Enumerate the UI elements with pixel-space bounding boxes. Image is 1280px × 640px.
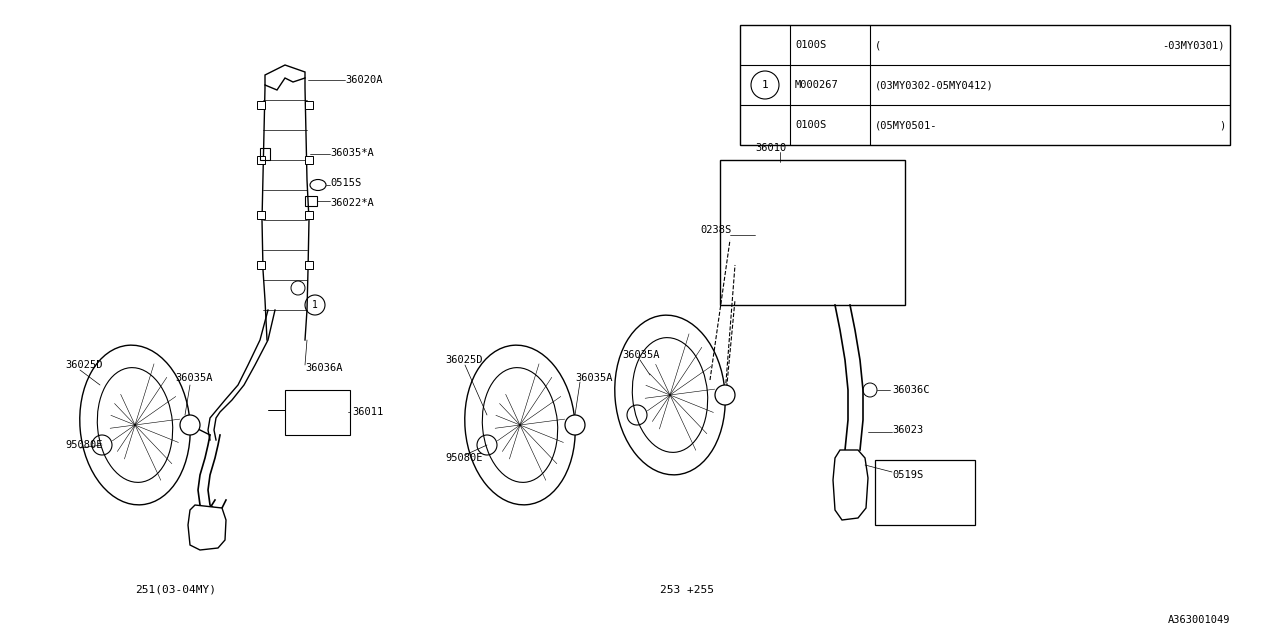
Bar — [305, 211, 314, 219]
Text: 36025D: 36025D — [445, 355, 483, 365]
Circle shape — [716, 385, 735, 405]
Text: 0100S: 0100S — [795, 120, 827, 130]
Polygon shape — [188, 505, 227, 550]
Bar — [260, 148, 270, 160]
Polygon shape — [833, 450, 868, 520]
Bar — [305, 101, 314, 109]
Text: 95080E: 95080E — [445, 453, 483, 463]
Text: 36025D: 36025D — [65, 360, 102, 370]
Circle shape — [564, 415, 585, 435]
Text: ): ) — [1219, 120, 1225, 130]
Bar — [257, 101, 265, 109]
Text: 36023: 36023 — [892, 425, 923, 435]
Text: (03MY0302-05MY0412): (03MY0302-05MY0412) — [876, 80, 993, 90]
Text: 36010: 36010 — [755, 143, 786, 153]
Text: 36022*A: 36022*A — [330, 198, 374, 208]
Text: 1: 1 — [312, 300, 317, 310]
Text: 36036C: 36036C — [892, 385, 929, 395]
Text: 251(03-04MY): 251(03-04MY) — [134, 585, 216, 595]
Text: 36035*A: 36035*A — [330, 148, 374, 158]
Text: 0515S: 0515S — [330, 178, 361, 188]
Text: 36020A: 36020A — [346, 75, 383, 85]
Circle shape — [180, 415, 200, 435]
Text: 36035A: 36035A — [175, 373, 212, 383]
Bar — [285, 390, 349, 435]
Text: 0519S: 0519S — [892, 470, 923, 480]
Text: 1: 1 — [762, 80, 768, 90]
Text: A363001049: A363001049 — [1167, 615, 1230, 625]
Bar — [257, 261, 265, 269]
Text: 95080E: 95080E — [65, 440, 102, 450]
Text: 0238S: 0238S — [700, 225, 731, 235]
Bar — [876, 460, 975, 525]
Text: 253 +255: 253 +255 — [660, 585, 714, 595]
Text: 36035A: 36035A — [575, 373, 613, 383]
Text: 0100S: 0100S — [795, 40, 827, 50]
Text: 36036A: 36036A — [305, 363, 343, 373]
Bar — [740, 25, 1230, 145]
Text: (05MY0501-: (05MY0501- — [876, 120, 937, 130]
Bar — [305, 196, 317, 206]
Bar — [719, 160, 905, 305]
Text: 36035A: 36035A — [622, 350, 659, 360]
Bar — [305, 156, 314, 164]
Bar — [257, 156, 265, 164]
Bar — [305, 261, 314, 269]
Text: -03MY0301): -03MY0301) — [1162, 40, 1225, 50]
Bar — [257, 211, 265, 219]
Text: 36011: 36011 — [352, 407, 383, 417]
Text: M000267: M000267 — [795, 80, 838, 90]
Text: (: ( — [876, 40, 881, 50]
